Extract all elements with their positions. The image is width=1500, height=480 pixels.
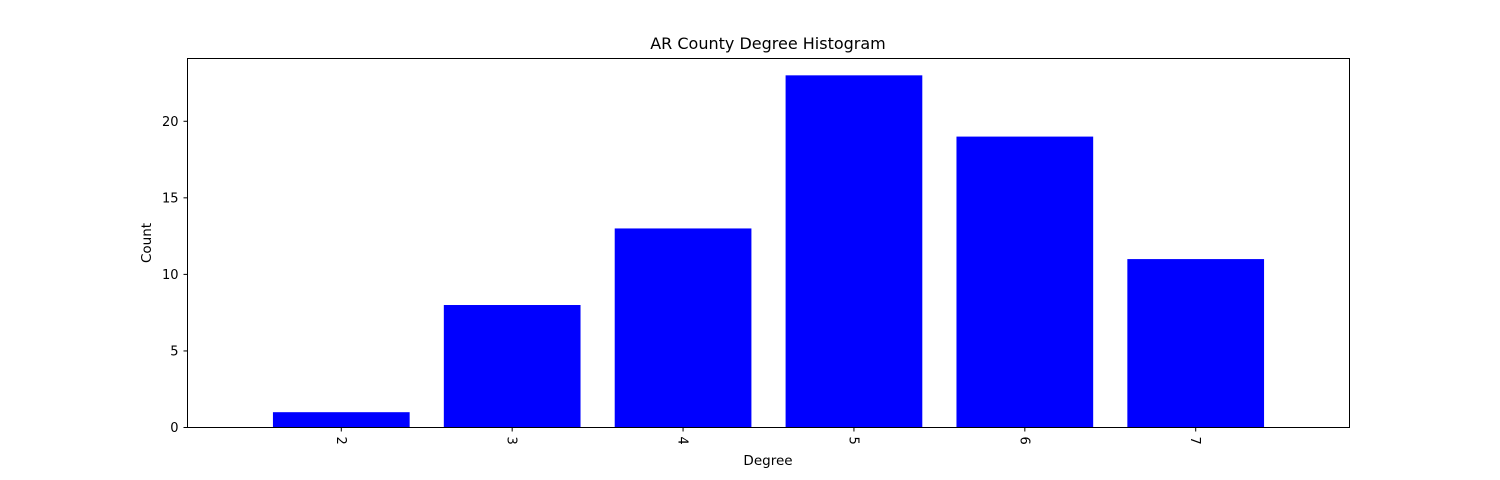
x-axis: 2 3 4 5 6 7 bbox=[333, 427, 1202, 445]
x-axis-label: Degree bbox=[743, 453, 792, 469]
bar-5 bbox=[785, 75, 923, 428]
y-tick-label: 15 bbox=[162, 191, 179, 206]
plot-area-frame bbox=[187, 58, 1350, 428]
y-tick-label: 10 bbox=[162, 268, 179, 283]
bars-group bbox=[272, 75, 1265, 428]
bar-3 bbox=[443, 305, 581, 428]
chart-title: AR County Degree Histogram bbox=[650, 34, 886, 53]
x-tick-label-7: 7 bbox=[1187, 437, 1202, 445]
x-tick-label-3: 3 bbox=[504, 437, 519, 445]
y-tick-label: 5 bbox=[170, 344, 178, 359]
y-tick-label: 20 bbox=[162, 115, 179, 130]
x-tick-label-5: 5 bbox=[845, 437, 860, 445]
y-axis-label: Count bbox=[139, 223, 155, 263]
bar-6 bbox=[956, 136, 1094, 428]
x-tick-label-6: 6 bbox=[1016, 437, 1031, 445]
bar-7 bbox=[1127, 259, 1265, 428]
bar-2 bbox=[272, 412, 410, 428]
y-tick-label: 0 bbox=[170, 421, 178, 436]
x-tick-label-4: 4 bbox=[675, 437, 690, 445]
y-axis: 0 5 10 15 20 bbox=[162, 115, 188, 436]
bar-4 bbox=[614, 228, 752, 428]
x-tick-label-2: 2 bbox=[333, 437, 348, 445]
